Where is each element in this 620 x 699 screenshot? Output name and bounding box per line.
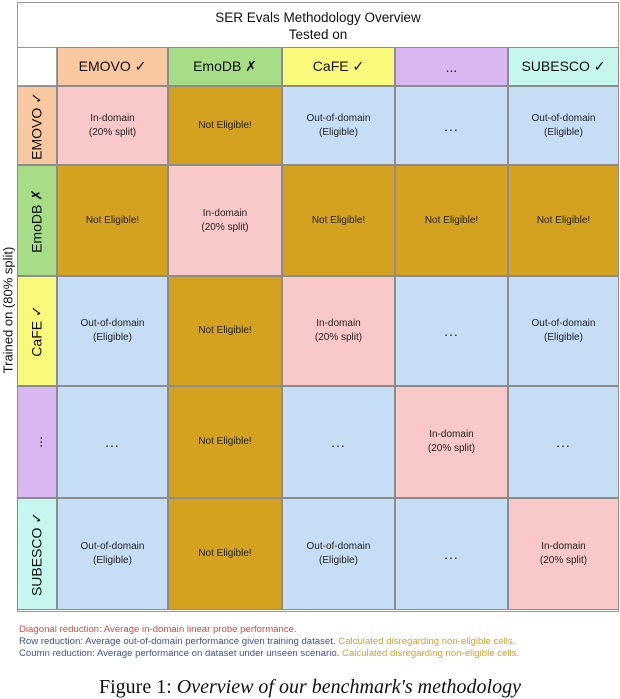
- matrix-cell-out-of-domain: Out-of-domain (Eligible): [57, 498, 168, 610]
- column-header: EMOVO ✓: [57, 47, 168, 86]
- matrix-cell-in-domain: In-domain (20% split): [282, 276, 395, 386]
- note-row-text: Row reduction: Average out-of-domain per…: [19, 636, 339, 647]
- row-header: SUBESCO ✓: [17, 498, 57, 610]
- row-header-label: CaFE ✓: [28, 305, 45, 357]
- matrix-cell-out-of-domain: Out-of-domain (Eligible): [57, 276, 168, 386]
- row-header: EMOVO ✓: [17, 86, 57, 165]
- column-header: CaFE ✓: [282, 47, 395, 86]
- row-header: CaFE ✓: [17, 276, 57, 386]
- matrix-cell-in-domain: In-domain (20% split): [168, 165, 282, 276]
- title-main: SER Evals Methodology Overview: [215, 10, 421, 25]
- title-tested-on: Tested on: [288, 27, 348, 42]
- corner-cell: [17, 47, 57, 86]
- methodology-grid: EMOVO ✓ EmoDB ✗ CaFE ✓... SUBESCO ✓ EMOVO ✓ I…: [17, 47, 619, 610]
- caption-text: Overview of our benchmark's methodology: [176, 676, 521, 698]
- diagram-title: SER Evals Methodology Overview Tested on: [17, 2, 619, 47]
- column-header: ...: [395, 47, 508, 86]
- note-column-disregard: Calculated disregarding non-eligible cel…: [342, 648, 520, 659]
- matrix-cell-not-eligible: Not Eligible!: [508, 165, 619, 276]
- note-column: Coumn reduction: Average performance on …: [19, 648, 519, 660]
- notes: Diagonal reduction: Average in-domain li…: [19, 624, 519, 660]
- matrix-cell-out-of-domain: Out-of-domain (Eligible): [282, 498, 395, 610]
- matrix-cell-not-eligible: Not Eligible!: [168, 386, 282, 498]
- matrix-cell-not-eligible: Not Eligible!: [57, 165, 168, 276]
- matrix-cell-in-domain: In-domain (20% split): [57, 86, 168, 165]
- note-row-disregard: Calculated disregarding non-eligible cel…: [338, 636, 516, 647]
- row-header-label: SUBESCO ✓: [28, 511, 45, 597]
- row-header: ...: [17, 386, 57, 498]
- matrix-cell-ellipsis: ...: [395, 276, 508, 386]
- matrix-cell-ellipsis: ...: [282, 386, 395, 498]
- row-header-label: EMOVO ✓: [28, 91, 45, 160]
- matrix-cell-not-eligible: Not Eligible!: [395, 165, 508, 276]
- matrix-cell-not-eligible: Not Eligible!: [168, 276, 282, 386]
- matrix-cell-ellipsis: ...: [57, 386, 168, 498]
- matrix-cell-ellipsis: ...: [395, 498, 508, 610]
- matrix-cell-not-eligible: Not Eligible!: [168, 86, 282, 165]
- note-diagonal-text: Diagonal reduction: Average in-domain li…: [19, 624, 297, 635]
- note-column-text: Coumn reduction: Average performance on …: [19, 648, 343, 659]
- matrix-cell-ellipsis: ...: [395, 86, 508, 165]
- matrix-cell-not-eligible: Not Eligible!: [282, 165, 395, 276]
- caption-prefix: Figure 1:: [99, 676, 177, 698]
- row-header-label: ...: [29, 436, 45, 448]
- matrix-cell-out-of-domain: Out-of-domain (Eligible): [508, 276, 619, 386]
- column-header: EmoDB ✗: [168, 47, 282, 86]
- matrix-cell-ellipsis: ...: [508, 386, 619, 498]
- matrix-cell-out-of-domain: Out-of-domain (Eligible): [282, 86, 395, 165]
- column-header: SUBESCO ✓: [508, 47, 619, 86]
- row-header-label: EmoDB ✗: [28, 188, 45, 253]
- matrix-cell-not-eligible: Not Eligible!: [168, 498, 282, 610]
- matrix-cell-in-domain: In-domain (20% split): [508, 498, 619, 610]
- figure-caption: Figure 1: Overview of our benchmark's me…: [0, 676, 620, 699]
- note-row: Row reduction: Average out-of-domain per…: [19, 636, 519, 648]
- matrix-cell-in-domain: In-domain (20% split): [395, 386, 508, 498]
- row-header: EmoDB ✗: [17, 165, 57, 276]
- matrix-cell-out-of-domain: Out-of-domain (Eligible): [508, 86, 619, 165]
- note-diagonal: Diagonal reduction: Average in-domain li…: [19, 624, 519, 636]
